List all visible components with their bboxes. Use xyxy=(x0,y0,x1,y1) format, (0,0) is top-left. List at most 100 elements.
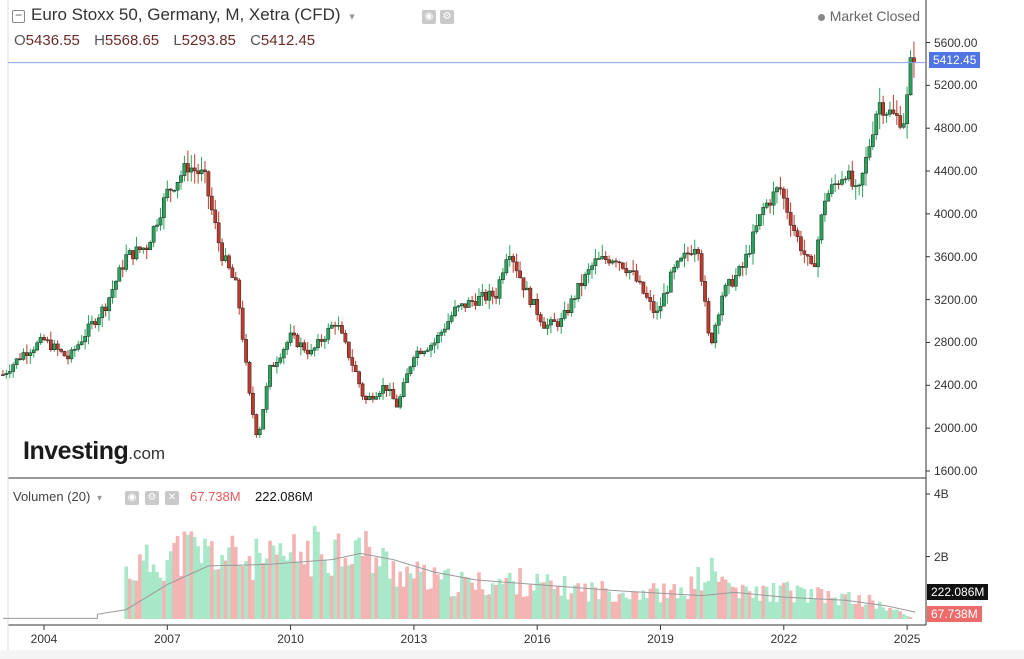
candle-body xyxy=(864,157,868,174)
candle-body xyxy=(415,350,420,358)
volume-bar xyxy=(162,580,166,619)
volume-bar xyxy=(528,584,533,619)
candle-body xyxy=(381,385,385,394)
candle-body xyxy=(579,283,584,286)
open-label: O xyxy=(14,32,26,49)
candle-body xyxy=(679,257,683,262)
volume-bar xyxy=(600,581,605,619)
volume-bar xyxy=(586,601,591,619)
volume-bar xyxy=(418,571,423,619)
candle-body xyxy=(802,250,807,255)
settings-icon[interactable]: ⚙ xyxy=(440,10,454,24)
volume-bar xyxy=(778,585,783,619)
price-tick-label: 2000.00 xyxy=(934,421,978,436)
volume-bar xyxy=(538,582,543,619)
volume-bar xyxy=(850,603,855,619)
candle-body xyxy=(631,270,635,272)
candle-body xyxy=(295,334,300,348)
volume-bar xyxy=(840,593,844,619)
volume-bar xyxy=(439,579,444,619)
volume-bar xyxy=(367,546,372,619)
candle-body xyxy=(312,347,317,351)
volume-bar xyxy=(230,535,235,619)
volume-bar xyxy=(782,582,786,619)
volume-bar xyxy=(302,564,307,619)
candle-body xyxy=(326,327,331,340)
volume-bar xyxy=(877,601,882,619)
candle-body xyxy=(603,256,608,260)
volume-bar xyxy=(285,560,289,619)
volume-bar xyxy=(645,598,649,619)
market-status-text: Market Closed xyxy=(829,8,920,24)
chart-title[interactable]: − Euro Stoxx 50, Germany, M, Xetra (CFD) … xyxy=(12,5,355,25)
candle-body xyxy=(586,269,591,275)
volume-bar xyxy=(463,576,468,619)
candle-body xyxy=(703,281,707,302)
candle-body xyxy=(466,300,471,308)
volume-bar xyxy=(792,602,796,619)
volume-bar xyxy=(631,591,635,619)
volume-bar xyxy=(617,593,622,619)
volume-bar xyxy=(323,560,327,619)
candle-body xyxy=(244,339,248,363)
volume-bar xyxy=(627,599,632,619)
candle-body xyxy=(158,217,163,226)
candle-body xyxy=(480,291,485,297)
volume-bar xyxy=(172,542,176,619)
volume-close-icon[interactable]: ✕ xyxy=(165,491,179,505)
candle-body xyxy=(394,398,399,408)
candle-body xyxy=(730,279,735,287)
candle-body xyxy=(740,266,745,268)
eye-icon[interactable]: ◉ xyxy=(422,10,436,24)
volume-indicator-label[interactable]: Volumen (20) ▾ xyxy=(13,489,102,504)
close-label: C xyxy=(250,32,261,49)
candle-body xyxy=(261,409,266,430)
candle-body xyxy=(905,94,909,125)
volume-bar xyxy=(607,591,611,619)
volume-bar xyxy=(460,571,464,619)
candle-body xyxy=(662,293,666,307)
price-tick-label: 4000.00 xyxy=(934,206,978,221)
volume-bar xyxy=(473,589,478,619)
candle-body xyxy=(66,355,70,360)
candle-body xyxy=(7,371,12,374)
high-label: H xyxy=(94,32,105,49)
candle-body xyxy=(535,298,540,315)
volume-bar xyxy=(802,588,807,619)
candle-body xyxy=(292,332,296,336)
volume-bar xyxy=(679,587,683,619)
candle-body xyxy=(860,172,865,186)
candle-body xyxy=(460,303,464,307)
candle-body xyxy=(186,163,190,173)
candle-body xyxy=(14,358,19,365)
volume-bar xyxy=(734,587,738,619)
volume-bar xyxy=(658,602,663,619)
volume-bar xyxy=(545,574,550,619)
volume-bar xyxy=(144,544,149,619)
candle-body xyxy=(309,349,313,355)
candle-body xyxy=(175,182,180,191)
candle-body xyxy=(367,395,372,400)
collapse-icon[interactable]: − xyxy=(12,9,25,23)
volume-bar xyxy=(257,552,262,619)
volume-bar xyxy=(836,605,841,619)
candle-body xyxy=(213,209,218,223)
volume-bar xyxy=(847,591,851,619)
title-dropdown-icon[interactable]: ▾ xyxy=(349,11,355,23)
candle-body xyxy=(518,270,522,278)
candle-body xyxy=(597,258,601,260)
volume-settings-icon[interactable]: ⚙ xyxy=(145,491,159,505)
volume-bar xyxy=(555,586,560,619)
candle-body xyxy=(877,102,882,115)
volume-bar xyxy=(634,591,639,619)
volume-bar xyxy=(237,565,242,619)
candle-body xyxy=(699,253,704,282)
candle-body xyxy=(555,321,560,327)
volume-eye-icon[interactable]: ◉ xyxy=(125,491,139,505)
volume-bar xyxy=(662,583,666,619)
volume-bar xyxy=(641,590,646,619)
volume-dropdown-icon[interactable]: ▾ xyxy=(96,493,102,504)
volume-bar xyxy=(497,578,502,619)
volume-bar xyxy=(648,588,653,619)
